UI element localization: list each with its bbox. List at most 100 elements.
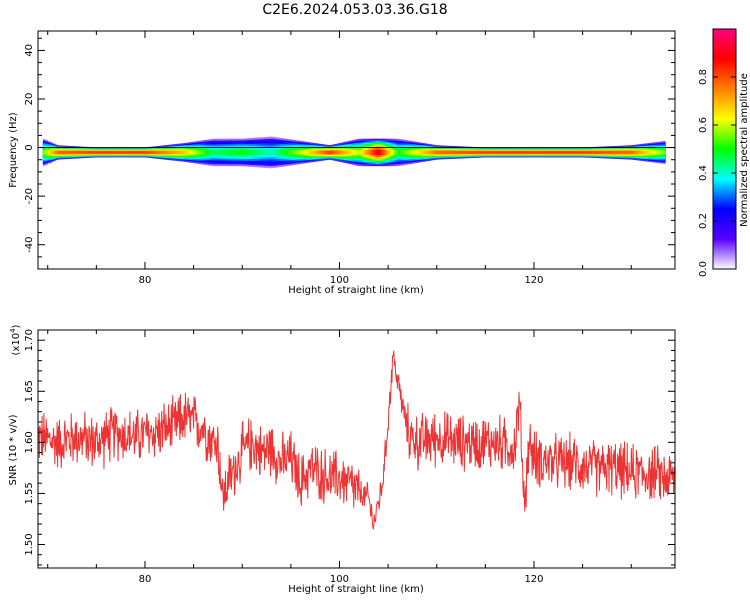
band-layer xyxy=(42,149,666,156)
band-cell xyxy=(543,151,547,154)
band-cell xyxy=(205,150,209,155)
band-cell xyxy=(412,150,416,155)
snr-panel: 80 100 120 1.50 1.55 1.60 1.65 1.70 Height of s… xyxy=(8,324,676,595)
band-cell xyxy=(264,149,267,156)
band-cell xyxy=(215,149,219,155)
band-cell xyxy=(74,151,78,154)
spectrogram-band xyxy=(38,136,675,169)
band-cell xyxy=(144,151,148,154)
band-cell xyxy=(541,151,545,154)
band-cell xyxy=(232,149,236,155)
band-cell xyxy=(317,150,321,155)
band-cell xyxy=(619,150,622,154)
band-cell xyxy=(572,151,576,154)
band-cell xyxy=(589,151,593,154)
band-cell xyxy=(660,150,664,155)
band-cell xyxy=(623,150,627,154)
band-cell xyxy=(407,150,411,155)
y-tick-label: 1.50 xyxy=(24,533,35,555)
band-cell xyxy=(424,150,428,155)
band-cell xyxy=(283,149,287,155)
spectrogram-ylabel: Frequency (Hz) xyxy=(8,112,19,188)
band-cell xyxy=(650,150,654,155)
band-cell xyxy=(47,150,51,155)
band-cell xyxy=(597,151,601,154)
band-cell xyxy=(259,149,263,156)
band-cell xyxy=(414,150,418,155)
band-cell xyxy=(256,149,260,156)
band-cell xyxy=(470,151,474,154)
band-cell xyxy=(123,151,126,154)
band-cell xyxy=(358,149,362,155)
band-cell xyxy=(451,150,455,154)
band-cell xyxy=(179,150,182,155)
band-cell xyxy=(568,151,571,154)
band-cell xyxy=(154,151,158,154)
band-cell xyxy=(341,150,345,155)
band-cell xyxy=(473,151,477,154)
band-cell xyxy=(363,149,367,155)
band-cell xyxy=(375,149,379,155)
band-cell xyxy=(91,151,95,154)
band-cell xyxy=(103,151,107,154)
band-cell xyxy=(234,149,238,155)
band-cell xyxy=(427,150,430,155)
spectrogram-xlabel: Height of straight line (km) xyxy=(288,285,424,296)
band-cell xyxy=(113,151,117,154)
band-cell xyxy=(300,150,304,155)
band-cell xyxy=(293,150,297,155)
band-cell xyxy=(230,149,233,155)
band-cell xyxy=(465,151,469,154)
band-cell xyxy=(295,150,299,155)
band-cell xyxy=(249,149,253,155)
band-cell xyxy=(322,150,326,155)
band-cell xyxy=(200,150,204,155)
colorbar-tick-label: 0.8 xyxy=(698,69,709,85)
band-cell xyxy=(101,151,105,154)
band-cell xyxy=(254,149,258,156)
band-cell xyxy=(268,149,272,156)
band-cell xyxy=(390,149,394,155)
band-cell xyxy=(213,149,216,155)
colorbar-label: Normalized spectral amplitude xyxy=(739,73,750,227)
band-cell xyxy=(81,151,85,154)
band-cell xyxy=(361,149,365,155)
band-cell xyxy=(45,150,49,155)
band-cell xyxy=(196,150,199,155)
band-cell xyxy=(512,151,515,154)
band-cell xyxy=(585,151,588,154)
band-cell xyxy=(176,150,180,155)
band-cell xyxy=(397,149,401,155)
snr-scale-label: (x104) xyxy=(9,324,22,355)
band-cell xyxy=(419,150,423,155)
band-cell xyxy=(169,150,173,155)
snr-ylabel: SNR (10 * v/v) xyxy=(8,414,19,485)
band-cell xyxy=(130,151,134,154)
band-cell xyxy=(96,151,100,154)
colorbar-tick-label: 0.0 xyxy=(698,261,709,277)
band-cell xyxy=(575,151,579,154)
band-cell xyxy=(499,151,503,154)
band-cell xyxy=(108,151,112,154)
band-cell xyxy=(203,150,207,155)
band-cell xyxy=(115,151,119,154)
figure-title: C2E6.2024.053.03.36.G18 xyxy=(262,2,447,18)
spectrogram-panel: 80 100 120 -40 -20 0 20 40 Height of straight l… xyxy=(8,30,676,296)
band-cell xyxy=(157,150,160,154)
band-cell xyxy=(52,150,56,155)
band-cell xyxy=(480,151,484,154)
band-cell xyxy=(614,150,618,154)
band-cell xyxy=(560,151,564,154)
y-tick-label: 1.65 xyxy=(24,380,35,402)
band-cell xyxy=(526,151,530,154)
band-cell xyxy=(388,149,391,155)
band-cell xyxy=(86,151,90,154)
band-cell xyxy=(227,149,231,155)
band-cell xyxy=(492,151,496,154)
snr-ticks: 80 100 120 1.50 1.55 1.60 1.65 1.70 xyxy=(24,329,675,585)
band-cell xyxy=(166,150,170,155)
band-cell xyxy=(580,151,584,154)
band-cell xyxy=(655,150,659,155)
x-tick-label: 120 xyxy=(524,574,543,585)
